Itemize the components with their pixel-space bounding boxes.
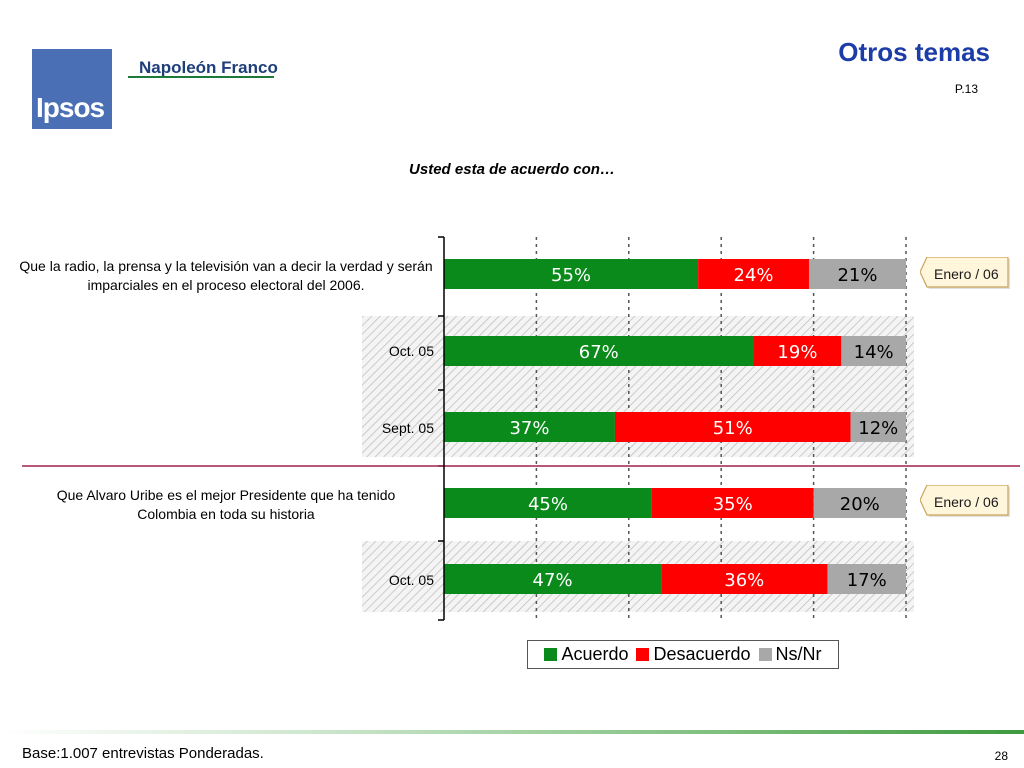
data-label: 35% xyxy=(713,494,753,515)
badge-shape xyxy=(920,485,1010,517)
data-label: 24% xyxy=(734,265,774,286)
legend-label: Desacuerdo xyxy=(653,644,751,664)
question-label-1: Que la radio, la prensa y la televisión … xyxy=(19,258,433,293)
bar-segment-acuerdo xyxy=(444,488,652,518)
legend-label: Ns/Nr xyxy=(775,644,822,664)
badge-shape xyxy=(920,257,1010,289)
legend-label: Acuerdo xyxy=(561,644,629,664)
stacked-bar-chart: 55% 24% 21% 67% 19% 14% 37% 51% 12% 45% 35% 20% 47% 3… xyxy=(22,236,1020,621)
data-label: 19% xyxy=(777,342,817,363)
bar-segment-ns-nr xyxy=(813,488,906,518)
period-label: Oct. 05 xyxy=(388,343,434,359)
question-label-2: Que Alvaro Uribe es el mejor Presidente … xyxy=(56,487,396,522)
brand-underline xyxy=(128,76,274,78)
data-label: 47% xyxy=(533,570,573,591)
chart-legend: Acuerdo Desacuerdo Ns/Nr xyxy=(527,640,839,669)
data-label: 20% xyxy=(840,494,880,515)
bar-segment-ns-nr xyxy=(827,564,906,594)
ipsos-logo-text: Ipsos xyxy=(36,92,105,123)
data-label: 55% xyxy=(551,265,591,286)
data-label: 37% xyxy=(509,418,549,439)
legend-swatch xyxy=(636,648,650,661)
bar-segment-ns-nr xyxy=(808,259,906,289)
data-label: 14% xyxy=(854,342,894,363)
page-number: 28 xyxy=(994,749,1008,763)
chart-title: Usted esta de acuerdo con… xyxy=(409,161,615,178)
legend-swatch xyxy=(544,648,558,661)
legend-item-acuerdo: Acuerdo xyxy=(544,644,628,665)
current-period-badge: Enero / 06 xyxy=(920,485,1012,521)
bar-segment-acuerdo xyxy=(444,564,662,594)
data-label: 21% xyxy=(837,265,877,286)
bar-segment-ns-nr xyxy=(850,412,906,442)
period-label: Sept. 05 xyxy=(381,420,434,436)
bar-segment-desacuerdo xyxy=(698,259,809,289)
brand-name: Napoleón Franco xyxy=(139,58,278,77)
bar-segment-acuerdo xyxy=(444,259,699,289)
footer-gradient-bar xyxy=(0,730,1024,734)
base-note: Base:1.007 entrevistas Ponderadas. xyxy=(22,745,264,762)
data-label: 67% xyxy=(579,342,619,363)
bar-segment-desacuerdo xyxy=(651,488,814,518)
data-label: 51% xyxy=(713,418,753,439)
data-label: 17% xyxy=(847,570,887,591)
page-code: P.13 xyxy=(954,82,978,96)
legend-item-ns-nr: Ns/Nr xyxy=(758,644,822,665)
data-label: 45% xyxy=(528,494,568,515)
bar-segment-desacuerdo xyxy=(753,336,842,366)
bar-segment-acuerdo xyxy=(444,336,754,366)
ipsos-logo xyxy=(32,49,112,129)
legend-item-desacuerdo: Desacuerdo xyxy=(636,644,751,665)
badge-label: Enero / 06 xyxy=(934,494,999,510)
bar-segment-ns-nr xyxy=(841,336,906,366)
legend-swatch xyxy=(758,648,772,661)
bar-segment-acuerdo xyxy=(444,412,615,442)
current-period-badge: Enero / 06 xyxy=(920,257,1012,293)
data-label: 12% xyxy=(858,418,898,439)
bar-segment-desacuerdo xyxy=(614,412,851,442)
badge-label: Enero / 06 xyxy=(934,266,999,282)
data-label: 36% xyxy=(724,570,764,591)
bar-segment-desacuerdo xyxy=(661,564,828,594)
period-label: Oct. 05 xyxy=(388,572,434,588)
page-title: Otros temas xyxy=(838,37,990,67)
